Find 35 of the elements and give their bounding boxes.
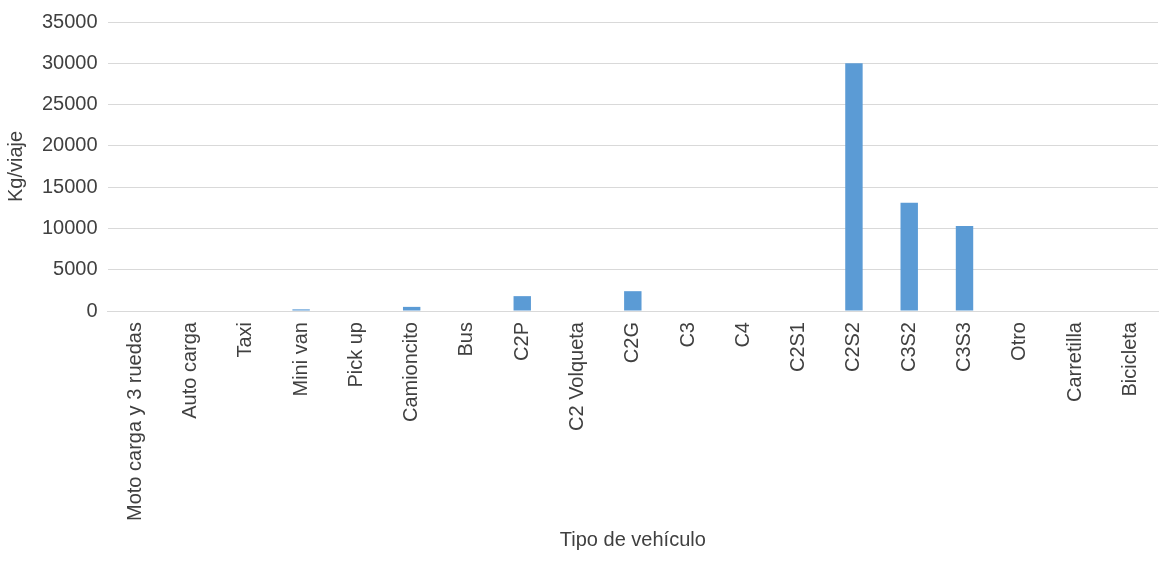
x-tick-label: C3S2	[896, 322, 919, 373]
x-tick-label: Otro	[1007, 322, 1030, 361]
bar	[955, 225, 974, 311]
y-tick-label: 30000	[41, 50, 98, 73]
bar	[402, 306, 421, 311]
x-tick-label: C2P	[509, 322, 532, 361]
y-tick-label: 5000	[53, 257, 98, 280]
x-tick-label: Auto carga	[178, 321, 201, 419]
x-tick-label: Pick up	[343, 322, 366, 388]
bar	[900, 202, 918, 311]
x-tick-label: Moto carga y 3 ruedas	[122, 322, 145, 522]
y-tick-label: 15000	[41, 174, 98, 197]
bar	[513, 296, 531, 311]
x-tick-label: Mini van	[288, 322, 311, 397]
x-tick-label: C2S2	[841, 322, 864, 373]
x-tick-label: C2 Volqueta	[565, 321, 588, 431]
x-tick-label: C2S1	[786, 322, 809, 373]
y-tick-label: 0	[86, 298, 98, 321]
x-tick-label: Bus	[454, 322, 477, 357]
x-tick-label: Bicicleta	[1117, 321, 1140, 397]
x-tick-label: C4	[730, 322, 753, 348]
x-tick-label: C3S3	[952, 322, 975, 373]
y-axis-title: Kg/viaje	[3, 130, 26, 203]
x-tick-label: Taxi	[233, 322, 256, 358]
y-tick-label: 25000	[41, 92, 98, 115]
x-axis-title: Tipo de vehículo	[559, 527, 706, 550]
x-tick-label: Carretilla	[1062, 321, 1085, 403]
x-tick-label: C2G	[620, 322, 643, 364]
y-tick-label: 20000	[41, 133, 98, 156]
y-tick-label: 35000	[41, 9, 98, 32]
bar	[845, 63, 863, 311]
y-tick-label: 10000	[41, 215, 98, 238]
x-tick-label: C3	[675, 322, 698, 348]
bar	[624, 291, 642, 311]
x-tick-label: Camioncito	[399, 322, 422, 423]
